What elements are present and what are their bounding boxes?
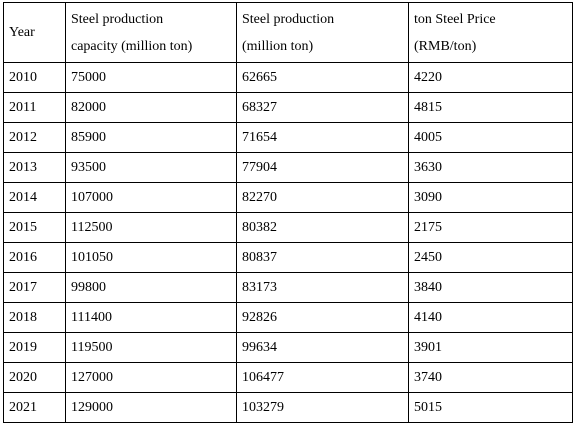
table-header: Year Steel production capacity (million to… <box>3 2 573 63</box>
production-cell: 80382 <box>236 212 409 243</box>
price-cell: 5015 <box>408 392 573 423</box>
price-column-header: ton Steel Price (RMB/ton) <box>408 2 573 63</box>
capacity-cell: 82000 <box>65 92 237 123</box>
production-cell: 71654 <box>236 122 409 153</box>
header-text-line: ton Steel Price <box>414 11 496 27</box>
price-cell: 3840 <box>408 272 573 303</box>
year-cell: 2020 <box>3 362 66 393</box>
capacity-cell: 111400 <box>65 302 237 333</box>
table-row: 2014 107000 82270 3090 <box>3 182 573 213</box>
production-cell: 103279 <box>236 392 409 423</box>
production-cell: 80837 <box>236 242 409 273</box>
header-row: Year Steel production capacity (million to… <box>3 2 573 63</box>
capacity-cell: 75000 <box>65 62 237 93</box>
table-row: 2013 93500 77904 3630 <box>3 152 573 183</box>
capacity-cell: 119500 <box>65 332 237 363</box>
price-cell: 2175 <box>408 212 573 243</box>
price-cell: 3090 <box>408 182 573 213</box>
table-row: 2016 101050 80837 2450 <box>3 242 573 273</box>
capacity-cell: 112500 <box>65 212 237 243</box>
table-body: 2010 75000 62665 4220 2011 82000 68327 4815 2012… <box>3 62 573 423</box>
header-text-line: Year <box>9 25 35 40</box>
capacity-column-header: Steel production capacity (million ton) <box>65 2 237 63</box>
production-cell: 82270 <box>236 182 409 213</box>
production-cell: 92826 <box>236 302 409 333</box>
capacity-cell: 93500 <box>65 152 237 183</box>
steel-data-table: Year Steel production capacity (million to… <box>3 2 573 423</box>
table-row: 2019 119500 99634 3901 <box>3 332 573 363</box>
production-cell: 106477 <box>236 362 409 393</box>
production-cell: 62665 <box>236 62 409 93</box>
capacity-cell: 85900 <box>65 122 237 153</box>
production-column-header: Steel production (million ton) <box>236 2 409 63</box>
production-cell: 83173 <box>236 272 409 303</box>
price-cell: 4005 <box>408 122 573 153</box>
table-row: 2020 127000 106477 3740 <box>3 362 573 393</box>
capacity-cell: 127000 <box>65 362 237 393</box>
price-cell: 4220 <box>408 62 573 93</box>
production-cell: 99634 <box>236 332 409 363</box>
header-text-line: (million ton) <box>242 38 314 54</box>
header-text-line: (RMB/ton) <box>414 38 477 54</box>
year-cell: 2021 <box>3 392 66 423</box>
price-cell: 4140 <box>408 302 573 333</box>
capacity-cell: 107000 <box>65 182 237 213</box>
table-row: 2018 111400 92826 4140 <box>3 302 573 333</box>
price-cell: 3901 <box>408 332 573 363</box>
capacity-cell: 129000 <box>65 392 237 423</box>
header-text-line: Steel production <box>242 11 335 27</box>
year-cell: 2012 <box>3 122 66 153</box>
price-cell: 4815 <box>408 92 573 123</box>
year-cell: 2017 <box>3 272 66 303</box>
year-cell: 2011 <box>3 92 66 123</box>
capacity-cell: 101050 <box>65 242 237 273</box>
year-cell: 2015 <box>3 212 66 243</box>
table-row: 2011 82000 68327 4815 <box>3 92 573 123</box>
year-cell: 2014 <box>3 182 66 213</box>
production-cell: 77904 <box>236 152 409 183</box>
table-row: 2017 99800 83173 3840 <box>3 272 573 303</box>
capacity-cell: 99800 <box>65 272 237 303</box>
year-cell: 2016 <box>3 242 66 273</box>
price-cell: 3740 <box>408 362 573 393</box>
price-cell: 2450 <box>408 242 573 273</box>
table-row: 2021 129000 103279 5015 <box>3 392 573 423</box>
production-cell: 68327 <box>236 92 409 123</box>
table-row: 2012 85900 71654 4005 <box>3 122 573 153</box>
header-text-line: capacity (million ton) <box>71 38 193 54</box>
year-cell: 2019 <box>3 332 66 363</box>
price-cell: 3630 <box>408 152 573 183</box>
year-cell: 2013 <box>3 152 66 183</box>
table-row: 2015 112500 80382 2175 <box>3 212 573 243</box>
year-cell: 2018 <box>3 302 66 333</box>
year-column-header: Year <box>3 2 66 63</box>
year-cell: 2010 <box>3 62 66 93</box>
header-text-line: Steel production <box>71 11 164 27</box>
table-row: 2010 75000 62665 4220 <box>3 62 573 93</box>
